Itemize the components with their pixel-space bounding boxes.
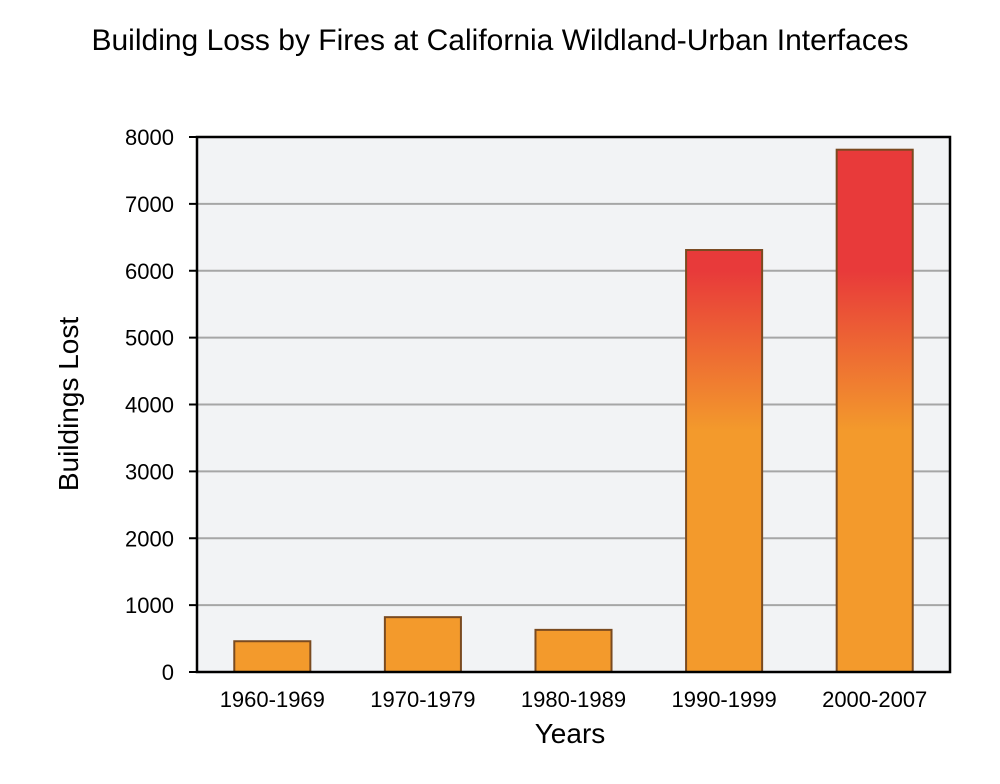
y-tick-label: 8000: [125, 125, 174, 150]
y-tick-label: 3000: [125, 459, 174, 484]
y-tick-label: 6000: [125, 259, 174, 284]
y-axis-ticks: 0 1000 2000 3000 4000 5000 6000 7000 8000: [125, 125, 197, 685]
bar-2000-2007: [835, 148, 914, 674]
bar-1980-1989: [534, 628, 613, 674]
x-tick-label: 1960-1969: [220, 687, 325, 712]
x-tick-label: 1970-1979: [370, 687, 475, 712]
bar-1960-1969: [233, 640, 312, 673]
x-axis-ticks: 1960-1969 1970-1979 1980-1989 1990-1999 2000…: [220, 687, 928, 712]
bar-1970-1979: [383, 616, 462, 673]
y-tick-label: 2000: [125, 526, 174, 551]
gridlines: [197, 202, 950, 607]
y-axis-title: Buildings Lost: [53, 317, 84, 492]
x-tick-label: 1980-1989: [521, 687, 626, 712]
y-tick-label: 7000: [125, 192, 174, 217]
y-tick-label: 4000: [125, 393, 174, 418]
chart-title: Building Loss by Fires at California Wil…: [91, 24, 908, 57]
y-tick-label: 1000: [125, 593, 174, 618]
y-tick-label: 0: [162, 660, 174, 685]
x-tick-label: 2000-2007: [822, 687, 927, 712]
x-tick-label: 1990-1999: [671, 687, 776, 712]
x-axis-title: Years: [535, 718, 606, 749]
y-tick-label: 5000: [125, 326, 174, 351]
bar-1990-1999: [685, 249, 764, 674]
